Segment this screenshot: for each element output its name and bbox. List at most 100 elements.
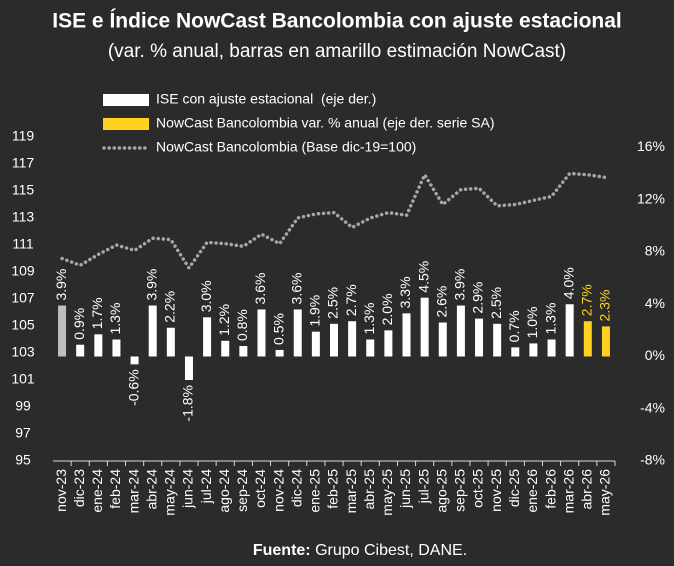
x-tick-label: ago-24 <box>216 469 232 513</box>
value-label: 0.9% <box>71 308 87 340</box>
bar <box>130 356 139 365</box>
bar <box>76 344 85 357</box>
bar <box>311 331 320 357</box>
value-label: 1.7% <box>89 297 105 329</box>
x-tick-label: ene-26 <box>524 469 540 513</box>
y2-tick-label: 12% <box>637 190 665 206</box>
bar <box>275 349 284 357</box>
x-tick-label: ene-24 <box>89 469 105 513</box>
value-label: 2.9% <box>470 282 486 314</box>
bar <box>384 330 393 357</box>
bar <box>366 339 375 357</box>
bar <box>166 327 175 357</box>
value-label: 2.5% <box>325 287 341 319</box>
legend-label: NowCast Bancolombia var. % anual (eje de… <box>156 115 495 131</box>
bar <box>94 334 103 357</box>
x-tick-label: mar-25 <box>343 469 359 514</box>
x-tick-label: feb-26 <box>542 469 558 509</box>
x-tick-label: abr-24 <box>143 469 159 510</box>
bar <box>402 313 411 357</box>
bar <box>475 318 484 357</box>
chart-title: ISE e Índice NowCast Bancolombia con aju… <box>52 10 622 33</box>
x-tick-label: oct-24 <box>252 469 268 508</box>
x-tick-label: may-24 <box>162 469 178 516</box>
bar <box>348 321 357 357</box>
x-tick-label: nov-23 <box>53 469 69 512</box>
bar <box>583 321 592 357</box>
value-label: 2.5% <box>488 287 504 319</box>
value-label: 3.6% <box>288 273 304 305</box>
bar <box>547 339 556 357</box>
bar <box>221 340 230 357</box>
y2-tick-label: 0% <box>645 347 665 363</box>
value-label: 2.3% <box>597 290 613 322</box>
value-label: 3.0% <box>198 280 214 312</box>
bar <box>601 326 610 357</box>
bar <box>58 305 67 357</box>
value-label: 2.2% <box>162 291 178 323</box>
y-tick-label: 105 <box>11 317 35 333</box>
value-label: 4.5% <box>415 261 431 293</box>
x-tick-label: jun-24 <box>180 469 196 509</box>
bar <box>420 297 429 357</box>
value-label: 1.3% <box>107 303 123 335</box>
x-tick-label: dic-25 <box>506 469 522 507</box>
x-tick-label: feb-25 <box>325 469 341 509</box>
x-tick-label: oct-25 <box>470 469 486 508</box>
y2-tick-label: 4% <box>645 295 665 311</box>
value-label: -0.6% <box>125 369 141 406</box>
value-label: 3.9% <box>53 269 69 301</box>
bar <box>239 346 248 357</box>
x-tick-label: abr-25 <box>361 469 377 510</box>
value-label: -1.8% <box>180 385 196 422</box>
value-label: 2.7% <box>343 284 359 316</box>
bar <box>293 309 302 357</box>
bar <box>257 309 266 357</box>
y-tick-label: 103 <box>11 344 35 360</box>
x-tick-label: jul-25 <box>415 469 431 504</box>
y-tick-label: 95 <box>15 452 31 468</box>
x-tick-label: ago-25 <box>433 469 449 513</box>
y2-tick-label: -4% <box>640 399 665 415</box>
bar <box>493 323 502 357</box>
y-tick-label: 107 <box>11 290 35 306</box>
x-tick-label: sep-25 <box>452 469 468 512</box>
source: Fuente: Grupo Cibest, DANE. <box>253 542 467 559</box>
value-label: 2.0% <box>379 293 395 325</box>
bar <box>438 322 447 357</box>
value-label: 0.7% <box>506 310 522 342</box>
bar <box>203 317 212 357</box>
bar <box>456 305 465 357</box>
bar <box>330 323 338 357</box>
source-text: Grupo Cibest, DANE. <box>315 542 467 559</box>
x-tick-label: may-26 <box>597 469 613 516</box>
y-tick-label: 115 <box>12 182 35 198</box>
x-tick-label: abr-26 <box>579 469 595 510</box>
value-label: 4.0% <box>560 267 576 299</box>
y-tick-label: 99 <box>15 398 31 414</box>
legend-swatch <box>103 118 149 130</box>
x-tick-label: jun-25 <box>397 469 413 509</box>
x-tick-label: sep-24 <box>234 469 250 512</box>
bar <box>511 347 520 357</box>
x-tick-label: mar-26 <box>560 469 576 514</box>
x-tick-label: dic-23 <box>71 469 87 507</box>
value-label: 0.8% <box>234 309 250 341</box>
y2-tick-label: 8% <box>645 243 665 259</box>
x-tick-label: jul-24 <box>198 469 214 504</box>
value-label: 1.2% <box>216 304 232 336</box>
bar <box>148 305 157 357</box>
line <box>60 171 608 272</box>
y-tick-label: 97 <box>15 425 31 441</box>
value-label: 3.9% <box>452 269 468 301</box>
bar <box>529 343 538 357</box>
y-tick-label: 119 <box>12 128 35 144</box>
value-label: 2.7% <box>579 284 595 316</box>
x-tick-label: may-25 <box>379 469 395 516</box>
bar <box>184 356 193 380</box>
value-label: 3.9% <box>143 269 159 301</box>
value-label: 3.3% <box>397 276 413 308</box>
legend-label: ISE con ajuste estacional (eje der.) <box>156 91 376 107</box>
bar <box>112 339 121 357</box>
